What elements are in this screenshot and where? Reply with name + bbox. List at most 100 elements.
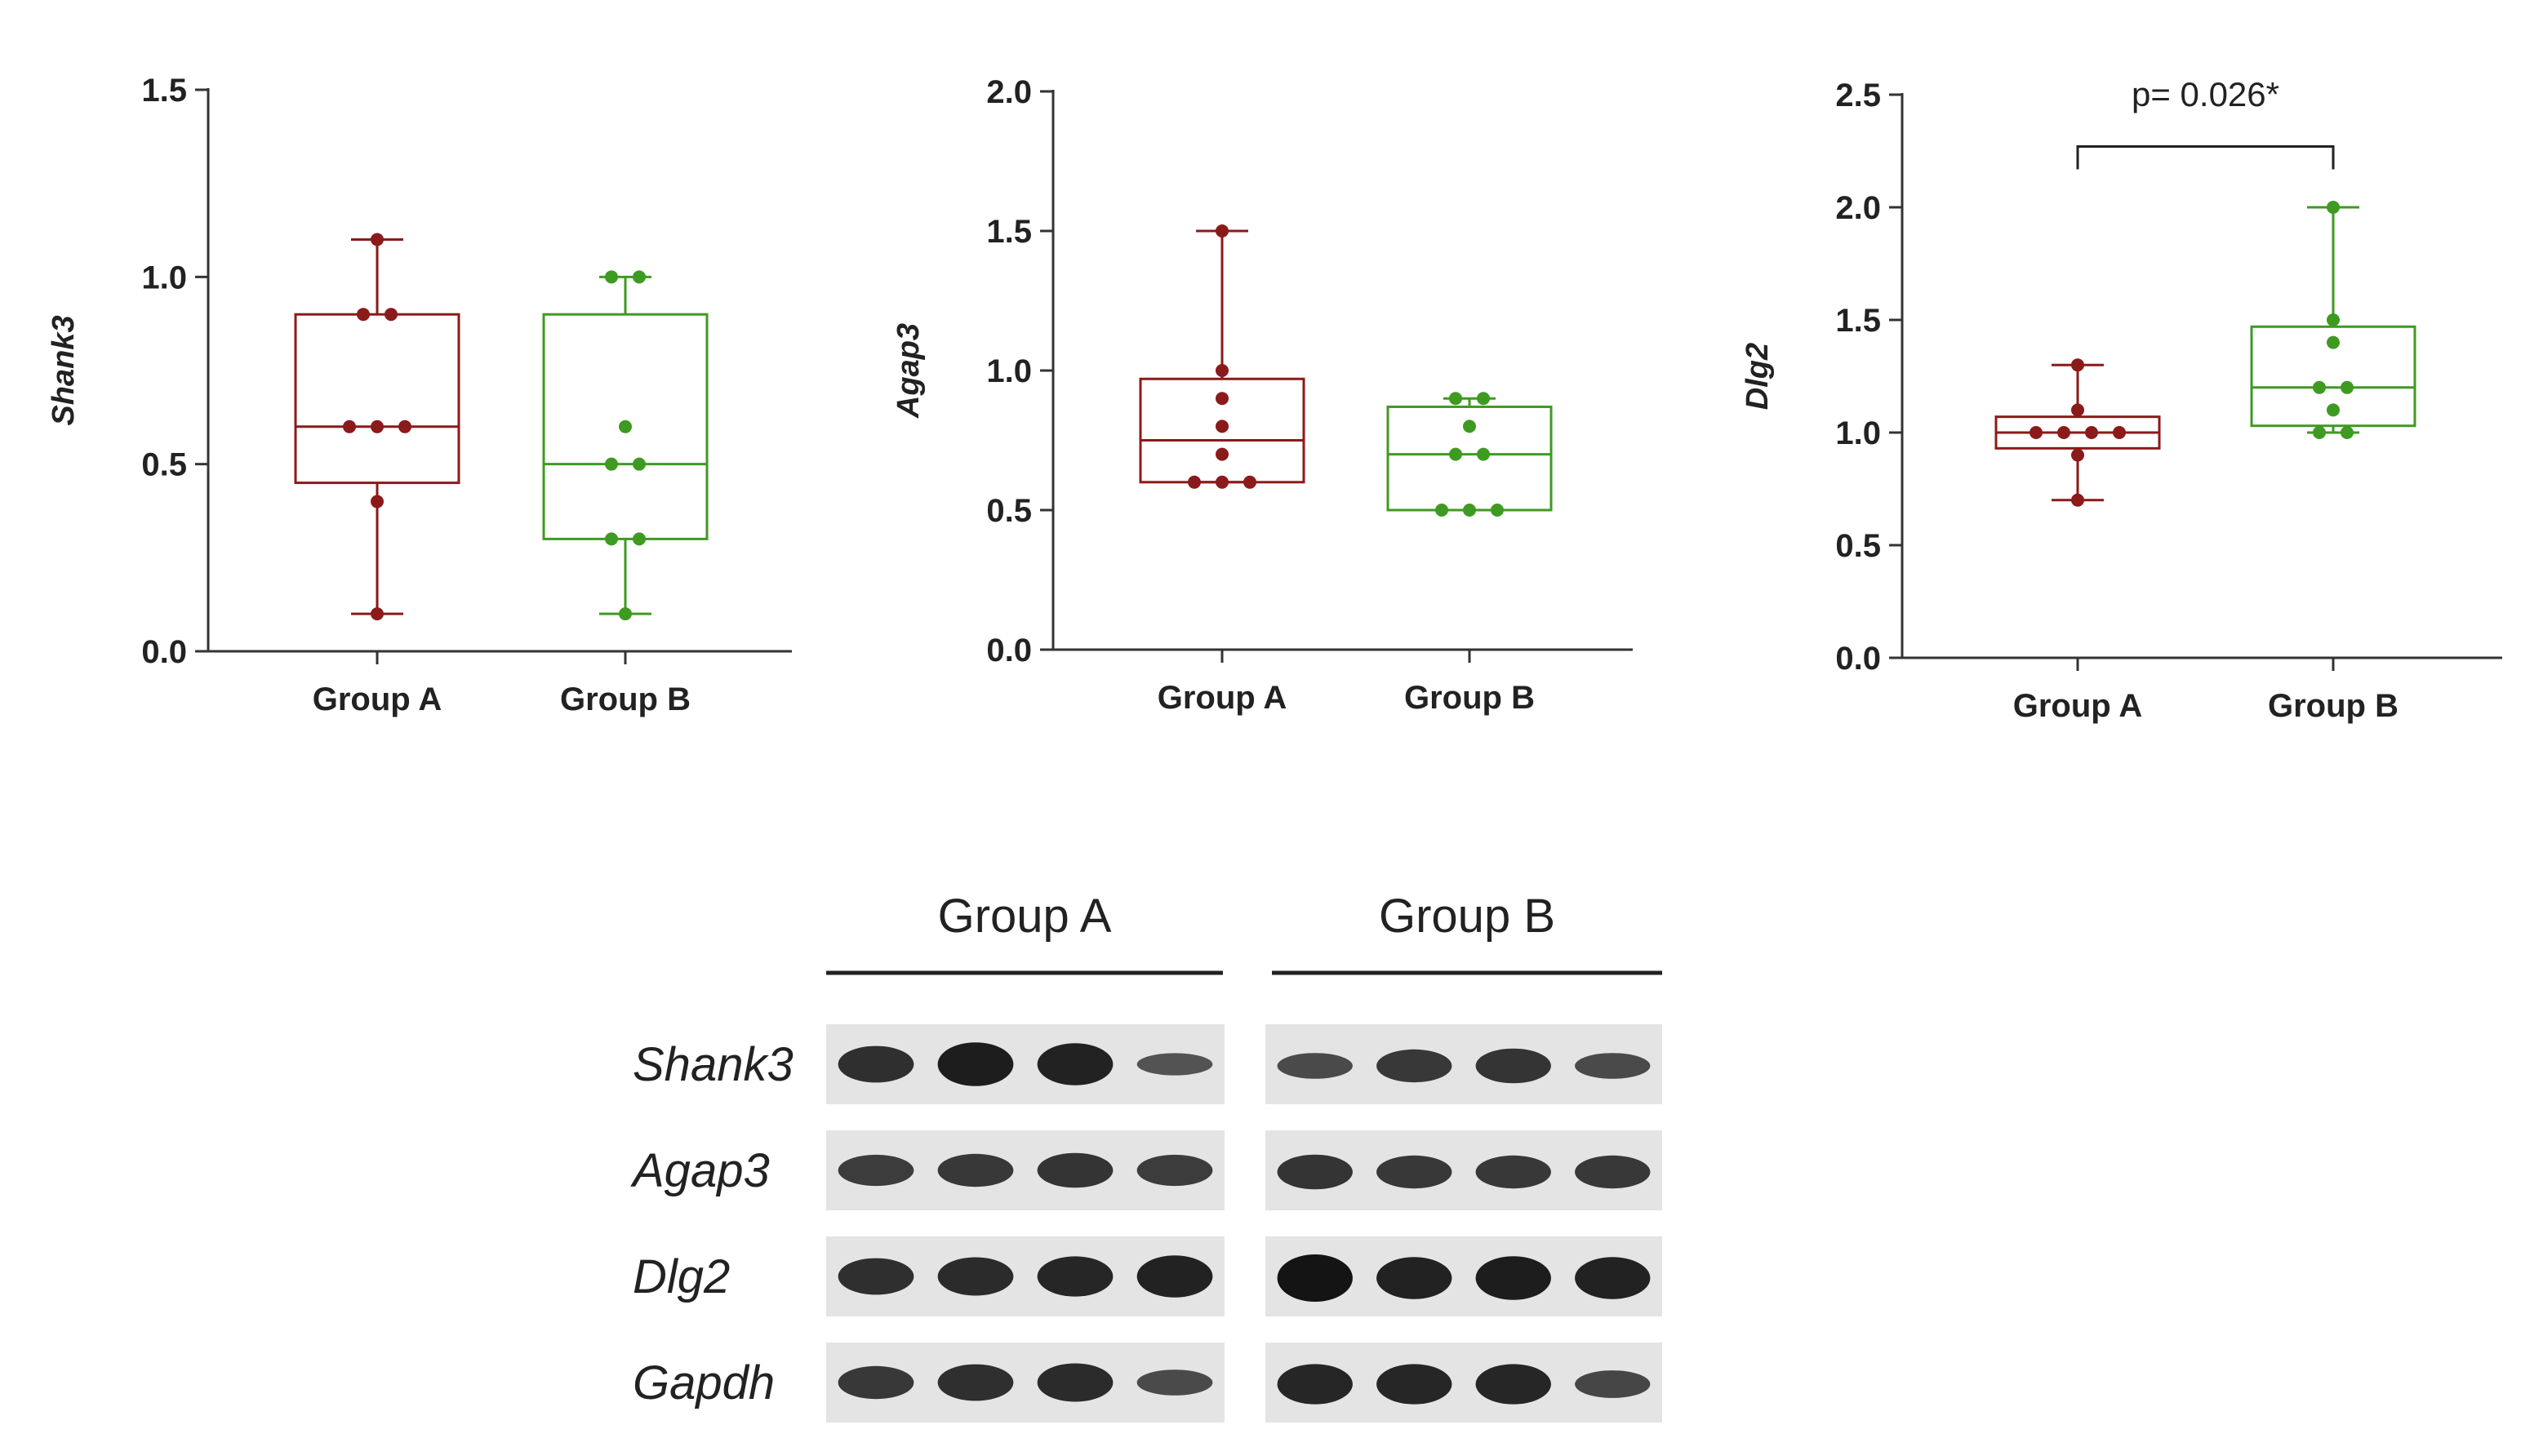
box-group-b	[2250, 201, 2416, 439]
data-point	[343, 419, 356, 433]
blot-band	[1037, 1256, 1114, 1297]
data-point	[1243, 475, 1256, 489]
data-point	[357, 308, 370, 322]
data-point	[633, 457, 646, 471]
blot-band	[1475, 1048, 1551, 1084]
y-tick-label: 0.5	[986, 493, 1032, 529]
data-point	[2341, 380, 2354, 394]
data-point	[605, 270, 618, 284]
x-category-label: Group B	[2268, 688, 2399, 724]
data-point	[2327, 335, 2340, 349]
blot-band	[937, 1364, 1014, 1401]
blot-band	[1277, 1364, 1353, 1405]
blot-band	[1575, 1053, 1651, 1079]
data-point	[1449, 392, 1462, 406]
box-plot-shank3: 0.0 0.5 1.0 1.5 Shank3 Group A Group B	[47, 73, 792, 717]
y-tick-label: 1.0	[1835, 415, 1881, 451]
y-axis-title: Agap3	[891, 323, 926, 419]
blot-row-label: Agap3	[630, 1144, 770, 1197]
data-point	[1435, 504, 1448, 517]
data-point	[2071, 358, 2084, 372]
x-category-label: Group A	[313, 681, 442, 717]
blot-band	[1376, 1049, 1452, 1083]
blot-band	[1575, 1155, 1651, 1189]
data-point	[1463, 419, 1476, 433]
x-category-label: Group A	[2013, 688, 2143, 724]
data-point	[1477, 447, 1490, 461]
blot-band	[1376, 1155, 1452, 1189]
box-group-b	[1386, 392, 1553, 517]
data-point	[2341, 426, 2354, 439]
data-point	[2113, 426, 2126, 439]
data-point	[1216, 364, 1229, 377]
data-point	[2313, 426, 2326, 439]
y-tick-label: 1.5	[141, 73, 187, 109]
data-point	[1216, 419, 1229, 433]
data-point	[1216, 224, 1229, 237]
data-point	[2057, 426, 2070, 439]
blot-band	[1037, 1363, 1114, 1402]
box-plot-panels: 0.0 0.5 1.0 1.5 Shank3 Group A Group B 0.0 0.5 1.…	[47, 73, 2502, 724]
blot-row-label: Dlg2	[633, 1250, 730, 1303]
blot-band	[838, 1365, 914, 1400]
blot-band	[1277, 1053, 1353, 1079]
y-tick-label: 2.0	[986, 74, 1032, 110]
blot-band	[1136, 1053, 1213, 1076]
data-point	[1216, 392, 1229, 406]
blot-row-gapdh: Gapdh	[633, 1343, 1662, 1423]
western-blot-panel: Group A Group B Shank3 Agap3 Dlg2 Gapdh	[630, 890, 1662, 1423]
blot-group-label: Group A	[938, 890, 1112, 943]
blot-band	[937, 1042, 1014, 1086]
data-point	[2313, 380, 2326, 394]
y-tick-label: 1.0	[141, 260, 187, 295]
box-group-a	[1139, 224, 1305, 489]
blot-row-label: Gapdh	[633, 1356, 775, 1409]
blot-band	[937, 1153, 1014, 1187]
y-tick-label: 0.0	[986, 633, 1032, 668]
significance-bracket	[2076, 144, 2335, 170]
data-point	[2327, 201, 2340, 214]
box-plot-agap3: 0.0 0.5 1.0 1.5 2.0 Agap3 Group A Group B	[891, 74, 1633, 716]
data-point	[2071, 403, 2084, 417]
x-category-label: Group B	[560, 681, 691, 717]
blot-band	[1475, 1256, 1551, 1300]
p-value-label: p= 0.026*	[2132, 75, 2279, 113]
data-point	[2071, 448, 2084, 462]
data-point	[2327, 313, 2340, 326]
box-group-b	[542, 270, 709, 621]
data-point	[371, 233, 384, 246]
data-point	[385, 308, 398, 322]
significance-annotation: p= 0.026*	[2076, 75, 2335, 170]
blot-band	[1376, 1257, 1452, 1299]
x-category-label: Group B	[1404, 680, 1535, 716]
y-tick-label: 2.5	[1835, 78, 1881, 113]
data-point	[633, 532, 646, 546]
blot-band	[1136, 1369, 1213, 1396]
box-plot-dlg2: 0.0 0.5 1.0 1.5 2.0 2.5 Dlg2 Group A Group B p= 0…	[1741, 75, 2502, 724]
data-point	[633, 270, 646, 284]
blot-band	[1376, 1364, 1452, 1405]
blot-band	[1575, 1257, 1651, 1299]
x-category-label: Group A	[1158, 680, 1287, 716]
data-point	[605, 532, 618, 546]
blot-band	[1475, 1155, 1551, 1189]
data-point	[1449, 447, 1462, 461]
iqr-box	[2250, 325, 2416, 428]
data-point	[2030, 426, 2043, 439]
data-point	[1216, 475, 1229, 489]
blot-band	[1136, 1154, 1213, 1187]
data-point	[1463, 504, 1476, 517]
y-tick-label: 1.5	[1835, 303, 1881, 339]
y-axis-title: Shank3	[47, 315, 81, 425]
box-group-a	[294, 233, 460, 621]
data-point	[1216, 447, 1229, 461]
data-point	[2327, 403, 2340, 417]
data-point	[371, 495, 384, 508]
blot-group-label: Group B	[1379, 890, 1555, 943]
blot-row-shank3: Shank3	[633, 1024, 1662, 1104]
blot-band	[838, 1045, 914, 1083]
y-tick-label: 0.0	[1835, 641, 1881, 677]
iqr-box	[542, 313, 709, 540]
data-point	[1188, 475, 1201, 489]
data-point	[1491, 504, 1504, 517]
